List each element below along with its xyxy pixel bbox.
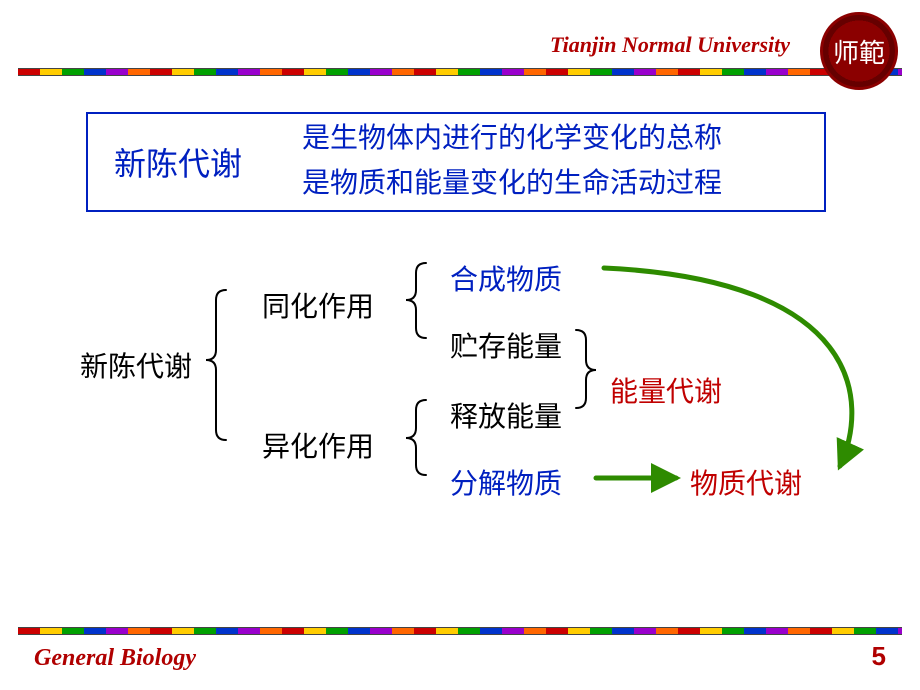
node-anabolism: 同化作用	[262, 285, 374, 325]
logo-text: 师範	[833, 33, 885, 70]
definition-line1: 是生物体内进行的化学变化的总称	[302, 117, 722, 162]
university-logo: 师範	[820, 12, 898, 90]
node-energy-metabolism: 能量代谢	[610, 370, 722, 410]
top-divider	[18, 68, 902, 76]
slide: Tianjin Normal University 师範 新陈代谢 是生物体内进…	[0, 0, 920, 690]
definition-box: 新陈代谢 是生物体内进行的化学变化的总称 是物质和能量变化的生命活动过程	[86, 112, 826, 212]
node-synthesis: 合成物质	[450, 258, 562, 298]
node-matter-metabolism: 物质代谢	[690, 462, 802, 502]
node-release-energy: 释放能量	[450, 395, 562, 435]
definition-line2: 是物质和能量变化的生命活动过程	[302, 162, 722, 207]
definition-term: 新陈代谢	[114, 139, 242, 185]
node-store-energy: 贮存能量	[450, 325, 562, 365]
node-catabolism: 异化作用	[262, 425, 374, 465]
bottom-divider	[18, 627, 902, 635]
university-name: Tianjin Normal University	[550, 32, 790, 58]
node-decompose: 分解物质	[450, 462, 562, 502]
node-root: 新陈代谢	[80, 345, 192, 385]
footer-course: General Biology	[34, 645, 196, 672]
definition-lines: 是生物体内进行的化学变化的总称 是物质和能量变化的生命活动过程	[302, 117, 722, 207]
footer-page-number: 5	[872, 641, 886, 672]
